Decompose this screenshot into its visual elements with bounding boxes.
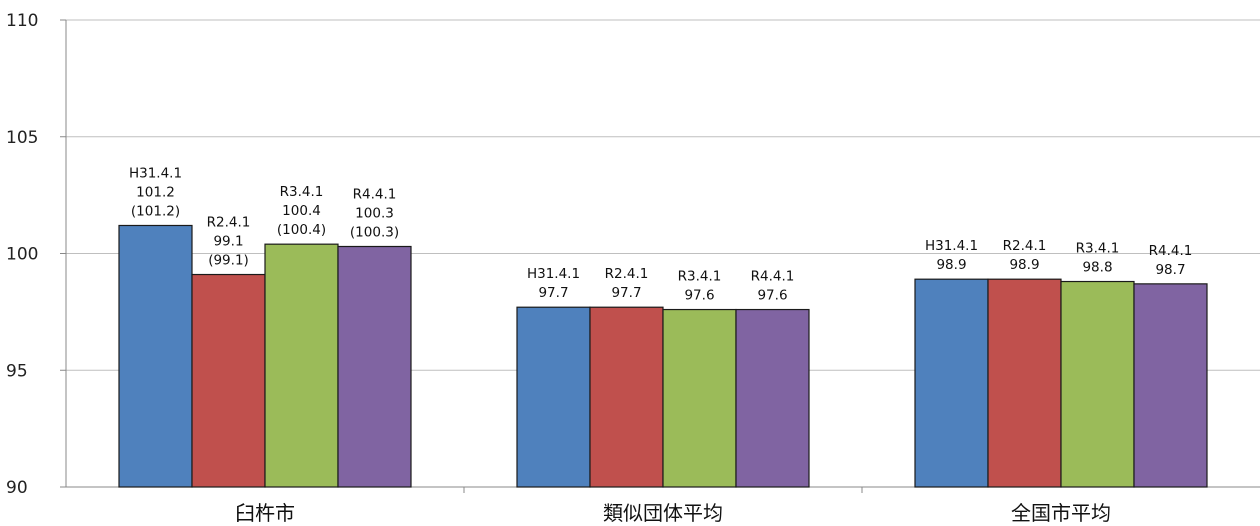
y-tick-label: 100 [6, 245, 38, 265]
data-label: R3.4.1 [280, 184, 324, 200]
y-tick-label: 90 [6, 478, 28, 498]
data-label: 97.6 [684, 288, 714, 304]
data-labels: H31.4.1 101.2 (101.2) R2.4.1 99.1 (99.1) R3.4.… [129, 165, 1192, 303]
x-category-label: 類似団体平均 [603, 501, 723, 525]
data-label: 98.7 [1155, 262, 1185, 278]
data-label: 98.8 [1082, 260, 1112, 276]
bar-R4-4-1 [735, 308, 810, 488]
bar-R2-4-1 [589, 306, 664, 488]
data-label: R3.4.1 [1076, 241, 1120, 257]
bars [118, 224, 1208, 488]
bar-R2-4-1 [987, 278, 1062, 488]
data-label: R4.4.1 [751, 269, 795, 285]
data-label: R4.4.1 [1149, 243, 1193, 259]
bar-R3-4-1 [264, 243, 339, 488]
data-label: H31.4.1 [527, 266, 580, 282]
data-label: R3.4.1 [678, 269, 722, 285]
data-label: 100.3 [355, 205, 394, 221]
bar-R4-4-1 [1133, 283, 1208, 488]
bar-R3-4-1 [662, 308, 737, 488]
data-label: (100.3) [350, 224, 399, 240]
bar-H31-4-1 [516, 306, 591, 488]
data-label: R2.4.1 [1003, 238, 1047, 254]
x-category-label: 全国市平均 [1011, 501, 1111, 525]
bar-R2-4-1 [191, 273, 266, 488]
data-label: 101.2 [136, 184, 175, 200]
data-label: R4.4.1 [353, 186, 397, 202]
bar-R4-4-1 [337, 245, 412, 488]
data-label: H31.4.1 [129, 165, 182, 181]
data-label: 98.9 [1009, 257, 1039, 273]
data-label: (101.2) [131, 203, 180, 219]
data-label: 99.1 [213, 234, 243, 250]
x-category-label: 臼杵市 [235, 501, 295, 525]
y-axis: 90 95 100 105 110 [6, 11, 67, 498]
y-tick-label: 95 [6, 361, 28, 381]
data-label: 97.6 [757, 288, 787, 304]
x-axis: 臼杵市 類似団体平均 全国市平均 [66, 486, 1260, 525]
data-label: 100.4 [282, 203, 321, 219]
data-label: (99.1) [208, 253, 249, 269]
bar-H31-4-1 [914, 278, 989, 488]
data-label: (100.4) [277, 222, 326, 238]
data-label: 97.7 [611, 285, 641, 301]
data-label: R2.4.1 [605, 266, 649, 282]
y-tick-label: 110 [6, 11, 38, 31]
data-label: 97.7 [538, 285, 568, 301]
data-label: 98.9 [936, 257, 966, 273]
data-label: R2.4.1 [207, 215, 251, 231]
bar-R3-4-1 [1060, 280, 1135, 488]
data-label: H31.4.1 [925, 238, 978, 254]
y-tick-label: 105 [6, 128, 38, 148]
bar-H31-4-1 [118, 224, 193, 488]
